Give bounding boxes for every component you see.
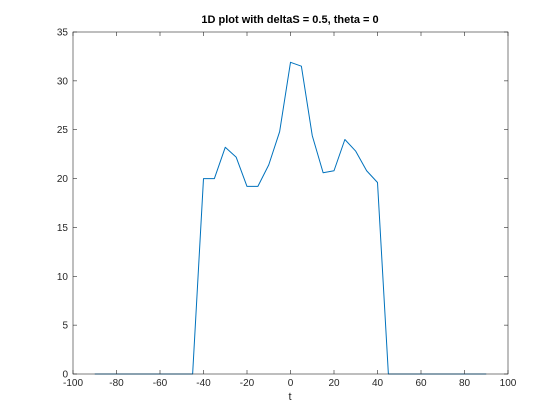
y-tick-label: 30 — [57, 76, 69, 87]
x-tick-label: 20 — [328, 378, 340, 389]
y-tick-label: 5 — [62, 321, 68, 332]
plot-area — [73, 32, 508, 374]
x-axis-label: t — [288, 391, 291, 403]
y-tick-label: 20 — [57, 174, 69, 185]
y-tick-label: 10 — [57, 272, 69, 283]
y-tick-label: 25 — [57, 125, 69, 136]
x-tick-label: 0 — [288, 378, 294, 389]
x-tick-label: -100 — [63, 378, 83, 389]
x-tick-label: -60 — [153, 378, 168, 389]
x-tick-label: -20 — [240, 378, 255, 389]
x-tick-label: -40 — [196, 378, 211, 389]
y-tick-label: 0 — [62, 370, 68, 381]
x-tick-label: -80 — [109, 378, 124, 389]
y-tick-label: 15 — [57, 223, 69, 234]
ticks-layer: -100 -80 -60 -40 -20 0 20 40 60 80 100 0 5 10 15 20 25 30… — [57, 28, 517, 390]
x-tick-label: 80 — [459, 378, 471, 389]
chart-title: 1D plot with deltaS = 0.5, theta = 0 — [201, 14, 378, 26]
x-tick-label: 60 — [415, 378, 427, 389]
x-tick-label: 40 — [372, 378, 384, 389]
y-tick-label: 35 — [57, 28, 69, 39]
x-tick-label: 100 — [500, 378, 517, 389]
